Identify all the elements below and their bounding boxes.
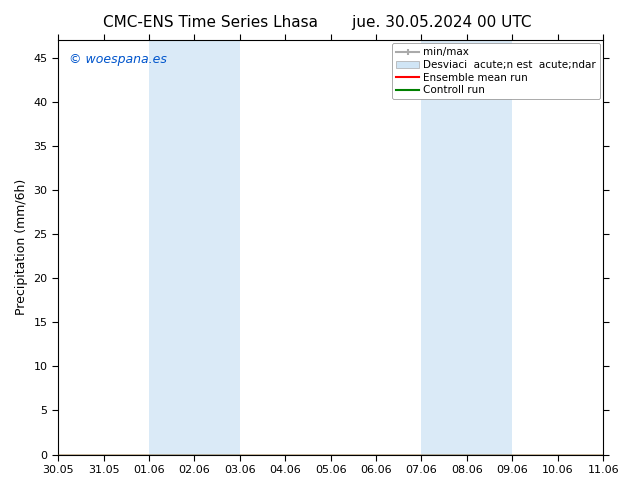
Text: CMC-ENS Time Series Lhasa       jue. 30.05.2024 00 UTC: CMC-ENS Time Series Lhasa jue. 30.05.202… [103, 15, 531, 30]
Y-axis label: Precipitation (mm/6h): Precipitation (mm/6h) [15, 179, 28, 316]
Text: © woespana.es: © woespana.es [69, 52, 167, 66]
Bar [422, 40, 512, 455]
Legend: min/max, Desviaci  acute;n est  acute;ndar, Ensemble mean run, Controll run: min/max, Desviaci acute;n est acute;ndar… [392, 43, 600, 99]
Bar [149, 40, 240, 455]
